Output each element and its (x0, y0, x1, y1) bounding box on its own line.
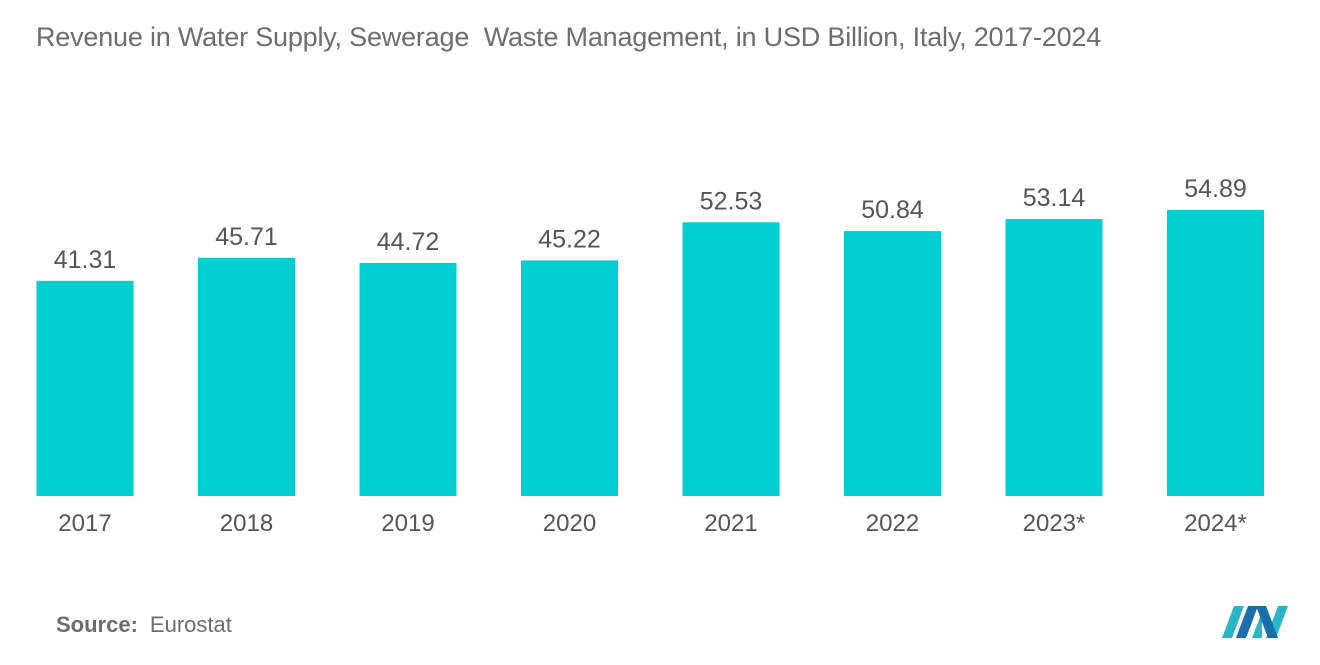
source-label: Source: (56, 612, 138, 637)
x-tick-label: 2022 (866, 510, 919, 537)
x-tick-label: 2023* (1023, 510, 1086, 537)
bar-2022 (844, 231, 941, 496)
bar-2021 (683, 222, 780, 496)
value-label: 45.22 (538, 225, 601, 253)
value-label: 44.72 (377, 228, 440, 256)
bar-2020 (521, 260, 618, 496)
value-label: 45.71 (215, 223, 278, 251)
x-tick-label: 2018 (220, 510, 273, 537)
source-note: Source: Eurostat (56, 612, 232, 638)
value-label: 52.53 (700, 187, 763, 215)
bar-2017 (37, 281, 134, 496)
value-label: 50.84 (861, 196, 924, 224)
bars-group (37, 210, 1265, 496)
bar-2023* (1006, 219, 1103, 496)
x-tick-label: 2017 (58, 510, 111, 537)
bar-2024* (1167, 210, 1264, 496)
bar-2019 (360, 263, 457, 496)
value-label: 41.31 (54, 246, 117, 274)
bar-2018 (198, 258, 295, 496)
bar-chart: 41.31 45.71 44.72 45.22 52.53 50.84 53.14 54.89… (0, 0, 1320, 600)
value-label: 54.89 (1184, 175, 1247, 203)
x-axis-tick-labels: 2017 2018 2019 2020 2021 2022 2023* 2024* (58, 510, 1247, 537)
value-label: 53.14 (1023, 184, 1086, 212)
source-value: Eurostat (150, 612, 232, 637)
x-tick-label: 2021 (704, 510, 757, 537)
x-tick-label: 2020 (543, 510, 596, 537)
x-tick-label: 2024* (1184, 510, 1247, 537)
x-tick-label: 2019 (381, 510, 434, 537)
mordor-intelligence-logo-icon (1222, 602, 1290, 645)
